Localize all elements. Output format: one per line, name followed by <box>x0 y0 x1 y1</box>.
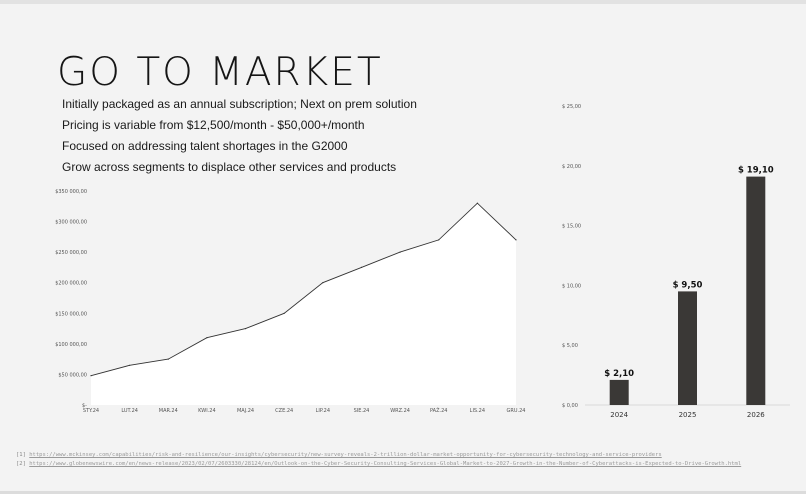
bar <box>746 176 766 405</box>
slide-title: GO TO MARKET <box>57 50 383 95</box>
bar <box>678 291 697 405</box>
area-x-tick-label: PAŹ.24 <box>430 406 448 414</box>
bar-x-tick-label: 2025 <box>679 411 697 419</box>
bar-data-label: $ 2,10 <box>604 369 634 379</box>
area-y-tick-label: $300 000,00 <box>55 220 87 226</box>
footnote-ref: [2] <box>16 461 26 467</box>
area-x-tick-label: MAR.24 <box>159 408 178 414</box>
top-divider <box>0 0 806 4</box>
area-data-point <box>129 364 131 366</box>
area-data-point <box>167 358 169 360</box>
area-x-tick-label: KWI.24 <box>198 408 215 414</box>
area-data-point <box>244 328 247 330</box>
bullet-item: Initially packaged as an annual subscrip… <box>62 97 417 111</box>
area-data-point <box>322 282 324 284</box>
area-data-point <box>283 312 285 314</box>
footnote-2: [2] https://www.globenewswire.com/en/new… <box>16 461 741 467</box>
bar-y-tick-label: $ 25,00 <box>562 104 581 110</box>
area-y-tick-label: $100 000,00 <box>55 342 87 348</box>
area-x-tick-label: STY.24 <box>83 408 99 414</box>
area-data-point <box>438 239 440 241</box>
area-x-tick-label: SIE.24 <box>354 408 370 414</box>
area-y-tick-label: $50 000,00 <box>58 372 87 378</box>
bullet-list: Initially packaged as an annual subscrip… <box>62 96 417 180</box>
area-y-tick-label: $150 000,00 <box>55 311 87 317</box>
area-x-tick-label: MAJ.24 <box>237 408 254 414</box>
bullet-item: Grow across segments to displace other s… <box>62 160 397 174</box>
area-fill <box>91 203 516 405</box>
bar-y-tick-label: $ 0,00 <box>562 403 578 409</box>
area-data-point <box>515 239 517 241</box>
area-x-tick-label: LIP.24 <box>316 408 330 414</box>
area-x-tick-label: GRU.24 <box>507 408 526 414</box>
bar <box>609 379 629 405</box>
bottom-divider <box>0 491 806 494</box>
bar-y-tick-label: $ 5,00 <box>562 343 578 349</box>
bar-data-label: $ 9,50 <box>673 280 703 290</box>
footnote-ref: [1] <box>16 452 26 458</box>
area-series-line <box>90 202 517 377</box>
footnote-1: [1] https://www.mckinsey.com/capabilitie… <box>16 452 662 458</box>
bar-y-tick-label: $ 10,00 <box>562 283 581 289</box>
area-data-point <box>476 202 478 204</box>
area-data-point <box>399 251 401 253</box>
bar-x-tick-label: 2026 <box>747 411 765 419</box>
area-x-tick-label: LUT.24 <box>121 408 138 414</box>
area-data-point <box>206 337 208 339</box>
area-x-tick-label: LIS.24 <box>470 408 485 414</box>
bar-x-tick-label: 2024 <box>610 411 628 419</box>
bullet-item: Focused on addressing talent shortages i… <box>62 139 348 153</box>
area-y-tick-label: $200 000,00 <box>55 281 87 287</box>
footnote-link[interactable]: https://www.mckinsey.com/capabilities/ri… <box>29 452 662 458</box>
footnote-link[interactable]: https://www.globenewswire.com/en/news-re… <box>29 461 742 467</box>
bar-y-tick-label: $ 15,00 <box>562 224 581 230</box>
area-data-point <box>360 266 363 268</box>
bar-y-tick-label: $ 20,00 <box>562 164 581 170</box>
bullet-item: Pricing is variable from $12,500/month -… <box>62 118 365 132</box>
bar-data-label: $ 19,10 <box>738 166 774 176</box>
area-y-tick-label: $250 000,00 <box>55 250 87 256</box>
area-y-tick-label: $350 000,00 <box>55 189 87 195</box>
area-x-tick-label: WRZ.24 <box>390 408 410 414</box>
area-y-tick-label: $- <box>82 403 87 409</box>
area-data-point <box>90 375 92 377</box>
area-x-tick-label: CZE.24 <box>275 408 293 414</box>
